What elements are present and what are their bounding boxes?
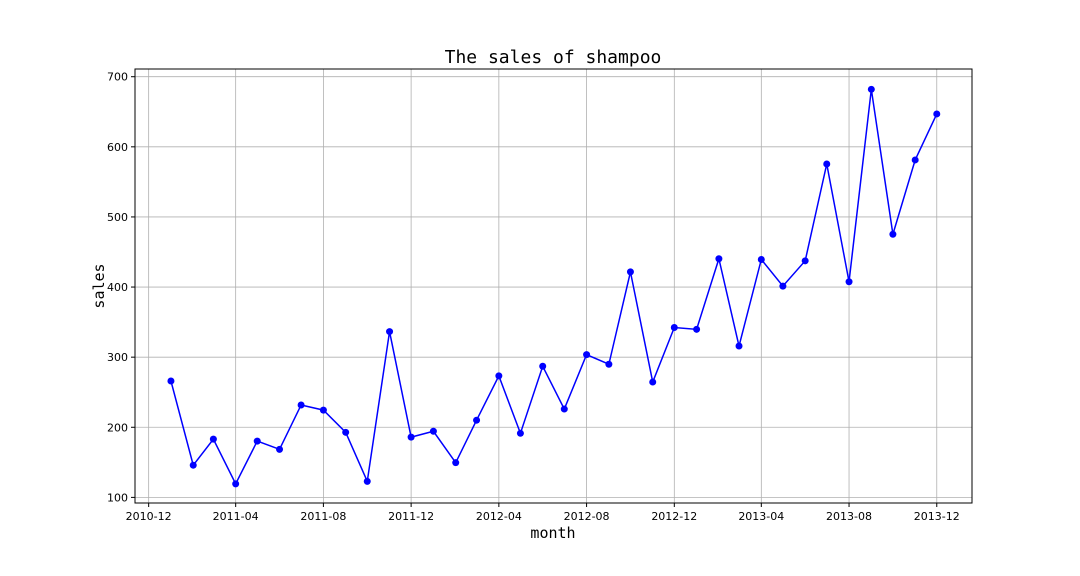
x-axis-label: month [530, 524, 575, 542]
data-point-2012-04 [495, 372, 503, 380]
data-point-2012-09 [605, 360, 613, 368]
data-point-2011-11 [386, 328, 394, 336]
data-point-2011-06 [276, 445, 284, 453]
data-point-2012-11 [649, 378, 657, 386]
data-point-2012-08 [583, 351, 591, 359]
x-tick-label: 2010-12 [126, 510, 172, 523]
data-point-2013-04 [757, 256, 765, 263]
x-tick-label: 2013-12 [914, 510, 960, 523]
y-tick-label: 200 [107, 421, 128, 434]
data-point-2013-01 [693, 325, 701, 333]
data-point-2012-03 [473, 416, 481, 424]
data-point-2012-10 [626, 268, 634, 276]
y-tick-label: 700 [107, 71, 128, 84]
data-point-2013-11 [911, 156, 919, 164]
grid [135, 69, 972, 503]
data-point-2011-10 [363, 477, 371, 485]
data-point-2012-07 [560, 405, 568, 413]
y-tick-label: 500 [107, 211, 128, 224]
series-line [170, 89, 938, 486]
x-tick-label: 2011-08 [300, 510, 346, 523]
y-axis-label: sales [90, 263, 108, 308]
data-point-2013-03 [735, 342, 743, 350]
plot-frame [134, 68, 973, 504]
data-point-2011-03 [209, 435, 217, 443]
y-tick-label: 100 [107, 491, 128, 504]
y-tick-label: 400 [107, 281, 128, 294]
data-point-2012-06 [539, 362, 547, 370]
x-tick-label: 2012-04 [476, 510, 522, 523]
x-tick-label: 2011-12 [388, 510, 434, 523]
data-point-2011-04 [232, 480, 240, 488]
data-point-2013-05 [779, 282, 787, 290]
y-tick-label: 300 [107, 351, 128, 364]
x-tick-label: 2013-08 [826, 510, 872, 523]
data-point-2012-12 [670, 324, 678, 332]
data-point-2012-02 [452, 459, 460, 467]
data-point-2011-07 [297, 401, 305, 409]
series-sales [167, 85, 941, 488]
x-tick-label: 2012-12 [651, 510, 697, 523]
data-point-2013-06 [801, 257, 809, 265]
data-point-2013-09 [867, 85, 875, 93]
data-point-2011-12 [407, 433, 415, 441]
data-point-2012-05 [516, 429, 524, 437]
data-point-2013-02 [715, 255, 723, 263]
y-tick-label: 600 [107, 141, 128, 154]
chart-title: The sales of shampoo [445, 47, 662, 68]
x-axis: 2010-12 2011-04 2011-08 2011-12 2012-04 2012-… [126, 503, 960, 523]
data-point-2012-01 [429, 427, 437, 435]
data-point-2013-10 [889, 230, 897, 238]
x-tick-label: 2013-04 [738, 510, 784, 523]
y-axis: 100 200 300 400 500 600 700 [107, 71, 135, 504]
x-tick-label: 2012-08 [564, 510, 610, 523]
data-point-2011-09 [342, 428, 350, 436]
data-point-2011-08 [319, 406, 327, 414]
data-point-2013-12 [933, 110, 941, 118]
data-point-2013-07 [823, 160, 831, 168]
data-point-2011-05 [253, 437, 261, 445]
data-point-2013-08 [845, 278, 853, 286]
x-tick-label: 2011-04 [213, 510, 259, 523]
data-point-2011-01 [167, 377, 175, 385]
data-point-2011-02 [189, 461, 197, 469]
